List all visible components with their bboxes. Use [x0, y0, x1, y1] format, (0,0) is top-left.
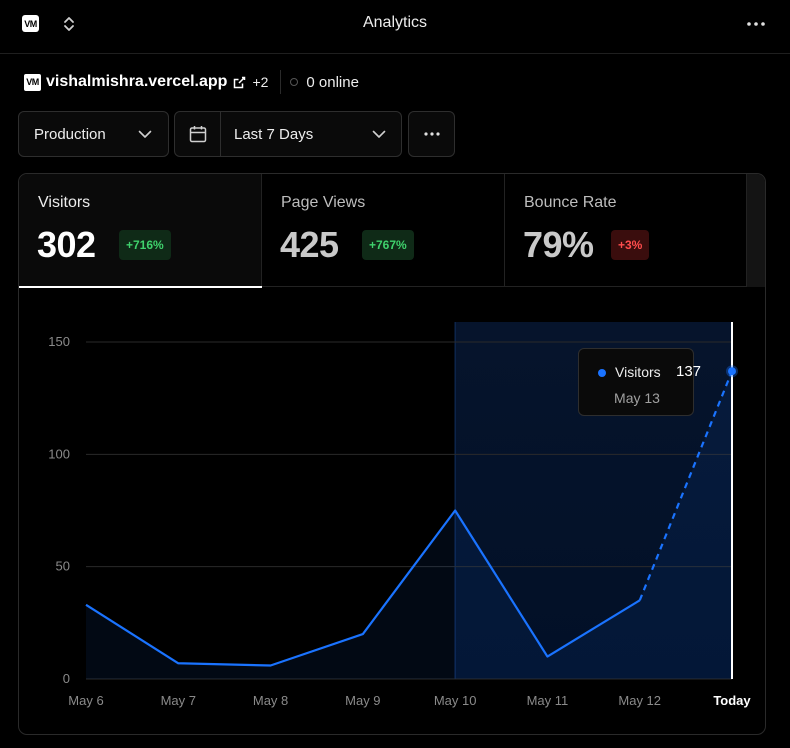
- change-badge: +716%: [119, 230, 171, 260]
- date-range-select[interactable]: Last 7 Days: [174, 111, 402, 157]
- y-tick-label: 0: [63, 671, 70, 686]
- x-tick-label: May 10: [434, 693, 477, 708]
- x-tick-label: May 12: [618, 693, 661, 708]
- metric-value: 79%: [523, 224, 594, 265]
- series-line-visitors: [85, 509, 641, 667]
- top-bar: VM Analytics: [0, 0, 790, 54]
- external-link-icon[interactable]: [233, 76, 246, 89]
- metric-tabs: Visitors 302 +716% Page Views 425 +767% …: [19, 174, 765, 288]
- y-tick-label: 100: [48, 446, 70, 461]
- site-logo: VM: [24, 73, 41, 91]
- environment-select[interactable]: Production: [18, 111, 169, 157]
- team-logo[interactable]: VM: [22, 15, 39, 32]
- tabs-scroll-overflow[interactable]: [747, 174, 765, 287]
- calendar-icon: [189, 126, 206, 143]
- change-badge: +767%: [362, 230, 414, 260]
- ellipsis-icon: [423, 132, 440, 136]
- site-domain-link[interactable]: vishalmishra.vercel.app: [46, 73, 228, 90]
- y-tick-label: 50: [56, 559, 70, 574]
- environment-select-label: Production: [34, 125, 106, 143]
- more-menu-icon[interactable]: [742, 12, 770, 36]
- x-tick-label: May 11: [527, 693, 569, 708]
- chevron-up-down-icon[interactable]: [60, 14, 78, 34]
- metric-value: 302: [37, 224, 96, 265]
- metric-label: Bounce Rate: [524, 194, 617, 211]
- change-badge: +3%: [611, 230, 650, 260]
- data-point: [728, 367, 736, 376]
- x-tick-label: May 6: [68, 693, 103, 708]
- metric-label: Page Views: [281, 194, 366, 211]
- online-status-icon: [290, 78, 299, 86]
- analytics-panel: Visitors 302 +716% Page Views 425 +767% …: [18, 173, 766, 735]
- extra-domains-count[interactable]: +2: [252, 74, 269, 90]
- chevron-down-icon: [138, 130, 152, 138]
- tab-visitors[interactable]: Visitors 302 +716%: [19, 174, 262, 288]
- x-tick-label: Today: [713, 693, 751, 708]
- series-color-dot: [598, 369, 606, 377]
- date-range-label: Last 7 Days: [234, 125, 314, 143]
- page-title: Analytics: [362, 14, 428, 31]
- tooltip-series-name: Visitors: [615, 364, 661, 380]
- site-row: VM vishalmishra.vercel.app +2 0 online: [24, 70, 359, 94]
- tab-bounce-rate[interactable]: Bounce Rate 79% +3%: [505, 174, 747, 287]
- x-tick-label: May 8: [253, 693, 288, 708]
- x-tick-label: May 9: [345, 693, 380, 708]
- online-count: 0 online: [306, 73, 359, 91]
- series-line-projected: [638, 370, 734, 601]
- series-area: [86, 371, 732, 679]
- active-tab-indicator: [19, 286, 262, 288]
- chevron-down-icon: [372, 130, 386, 138]
- tooltip-value: 137: [676, 363, 702, 380]
- y-tick-label: 150: [48, 334, 70, 349]
- calendar-button[interactable]: [175, 112, 221, 156]
- x-tick-label: May 7: [161, 693, 196, 708]
- metric-value: 425: [280, 224, 339, 265]
- more-options-button[interactable]: [408, 111, 455, 157]
- tooltip-date: May 13: [614, 390, 660, 406]
- divider: [280, 70, 282, 94]
- tab-page-views[interactable]: Page Views 425 +767%: [262, 174, 505, 287]
- metric-label: Visitors: [38, 194, 91, 211]
- chart-tooltip: Visitors 137 May 13: [578, 348, 701, 416]
